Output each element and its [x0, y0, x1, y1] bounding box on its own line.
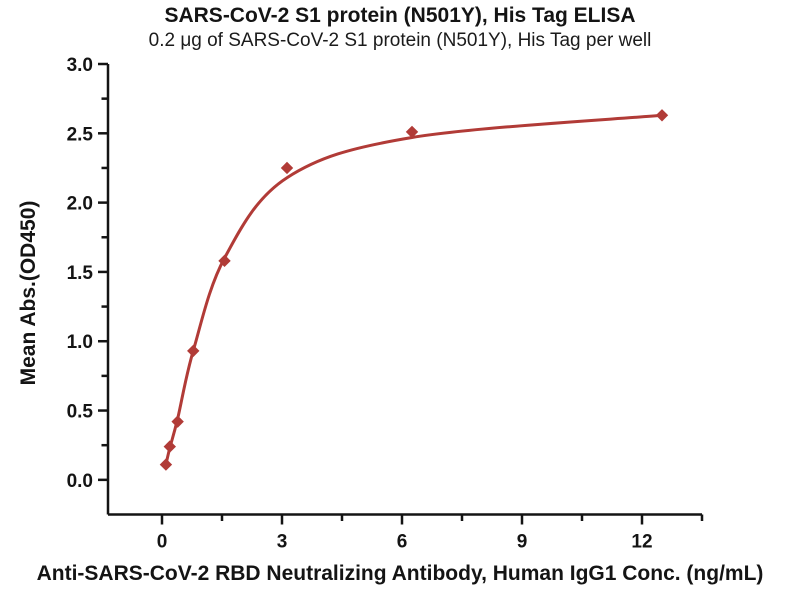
- data-point: [280, 161, 294, 175]
- data-point: [655, 109, 669, 122]
- x-axis-label: Anti-SARS-CoV-2 RBD Neutralizing Antibod…: [36, 562, 764, 585]
- x-tick-label: 3: [277, 532, 288, 553]
- y-tick-label: 2.0: [67, 194, 93, 215]
- data-point: [171, 415, 184, 428]
- y-tick-label: 1.0: [67, 332, 93, 353]
- chart-title: SARS-CoV-2 S1 protein (N501Y), His Tag E…: [164, 4, 636, 27]
- x-tick-label: 6: [397, 532, 408, 553]
- y-tick-label: 1.5: [67, 263, 94, 284]
- data-point: [218, 254, 231, 268]
- data-point: [163, 440, 176, 453]
- y-tick-label: 2.5: [67, 124, 94, 145]
- data-point: [187, 344, 200, 358]
- x-tick-label: 0: [157, 532, 168, 553]
- y-tick-label: 0.0: [67, 471, 93, 492]
- y-tick-label: 0.5: [67, 402, 94, 423]
- x-tick-label: 12: [631, 532, 652, 553]
- y-axis: [98, 62, 110, 515]
- x-axis: [108, 513, 704, 525]
- x-tick-label: 9: [517, 532, 528, 553]
- data-series: [159, 109, 669, 471]
- data-point: [159, 458, 173, 471]
- chart-subtitle: 0.2 μg of SARS-CoV-2 S1 protein (N501Y),…: [148, 30, 652, 51]
- data-point: [405, 125, 419, 139]
- fit-curve: [164, 113, 664, 467]
- y-tick-label: 3.0: [67, 55, 93, 76]
